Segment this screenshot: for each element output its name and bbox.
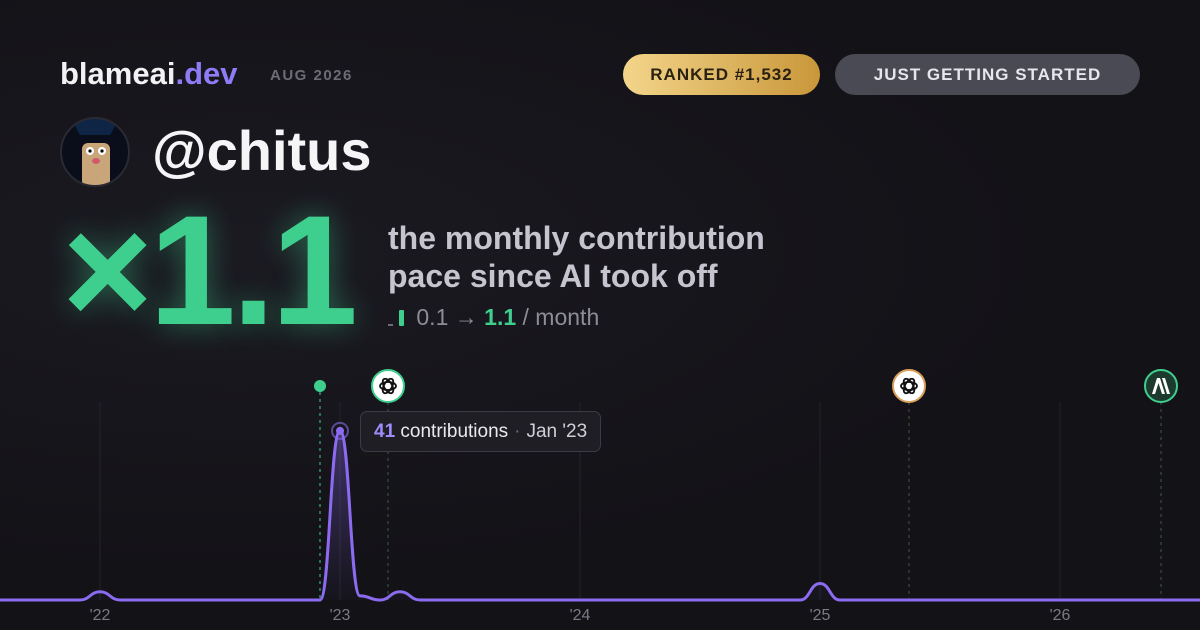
area — [0, 430, 1200, 600]
status-badge: JUST GETTING STARTED — [835, 54, 1140, 95]
headline-line: pace since AI took off — [388, 258, 718, 294]
headline-line: the monthly contribution — [388, 220, 765, 256]
multiplier: ×1.1 — [62, 184, 358, 358]
pace: 0.1 → 1.1 / month — [388, 304, 599, 331]
handle: @chitus — [152, 119, 372, 182]
brand-tld: .dev — [175, 56, 238, 91]
highlight-ring — [331, 421, 349, 440]
pace-icon — [388, 310, 404, 326]
highlight-point — [336, 426, 344, 435]
brand-name: blameai — [60, 56, 176, 91]
pace-before: 0.1 — [416, 304, 449, 330]
line — [0, 429, 1200, 602]
pace-after: 1.1 — [484, 304, 517, 330]
openai-icon — [371, 369, 405, 403]
pace-unit: / month — [522, 304, 600, 330]
x-tick-label: '24 — [570, 607, 591, 624]
anthropic-icon — [1144, 369, 1178, 403]
tooltip-separator: · — [514, 421, 521, 442]
tooltip: 41 contributions · Jan '23 — [360, 411, 602, 452]
tooltip-date: Jan '23 — [526, 421, 588, 442]
x-tick-label: '23 — [330, 607, 351, 624]
rank-badge: RANKED #1,532 — [623, 54, 820, 95]
tooltip-label: contributions — [400, 421, 509, 442]
event-markers — [319, 392, 1162, 600]
avatar — [60, 117, 130, 187]
brand: blameai.dev — [60, 56, 237, 92]
tooltip-value: 41 — [374, 421, 396, 442]
openai-icon — [892, 369, 926, 403]
x-tick-label: '25 — [810, 607, 831, 624]
x-tick-label: '26 — [1050, 607, 1071, 624]
pace-arrow: → — [454, 304, 478, 330]
event-dot — [314, 380, 326, 392]
x-tick-label: '22 — [90, 607, 111, 624]
period: AUG 2026 — [270, 67, 353, 84]
